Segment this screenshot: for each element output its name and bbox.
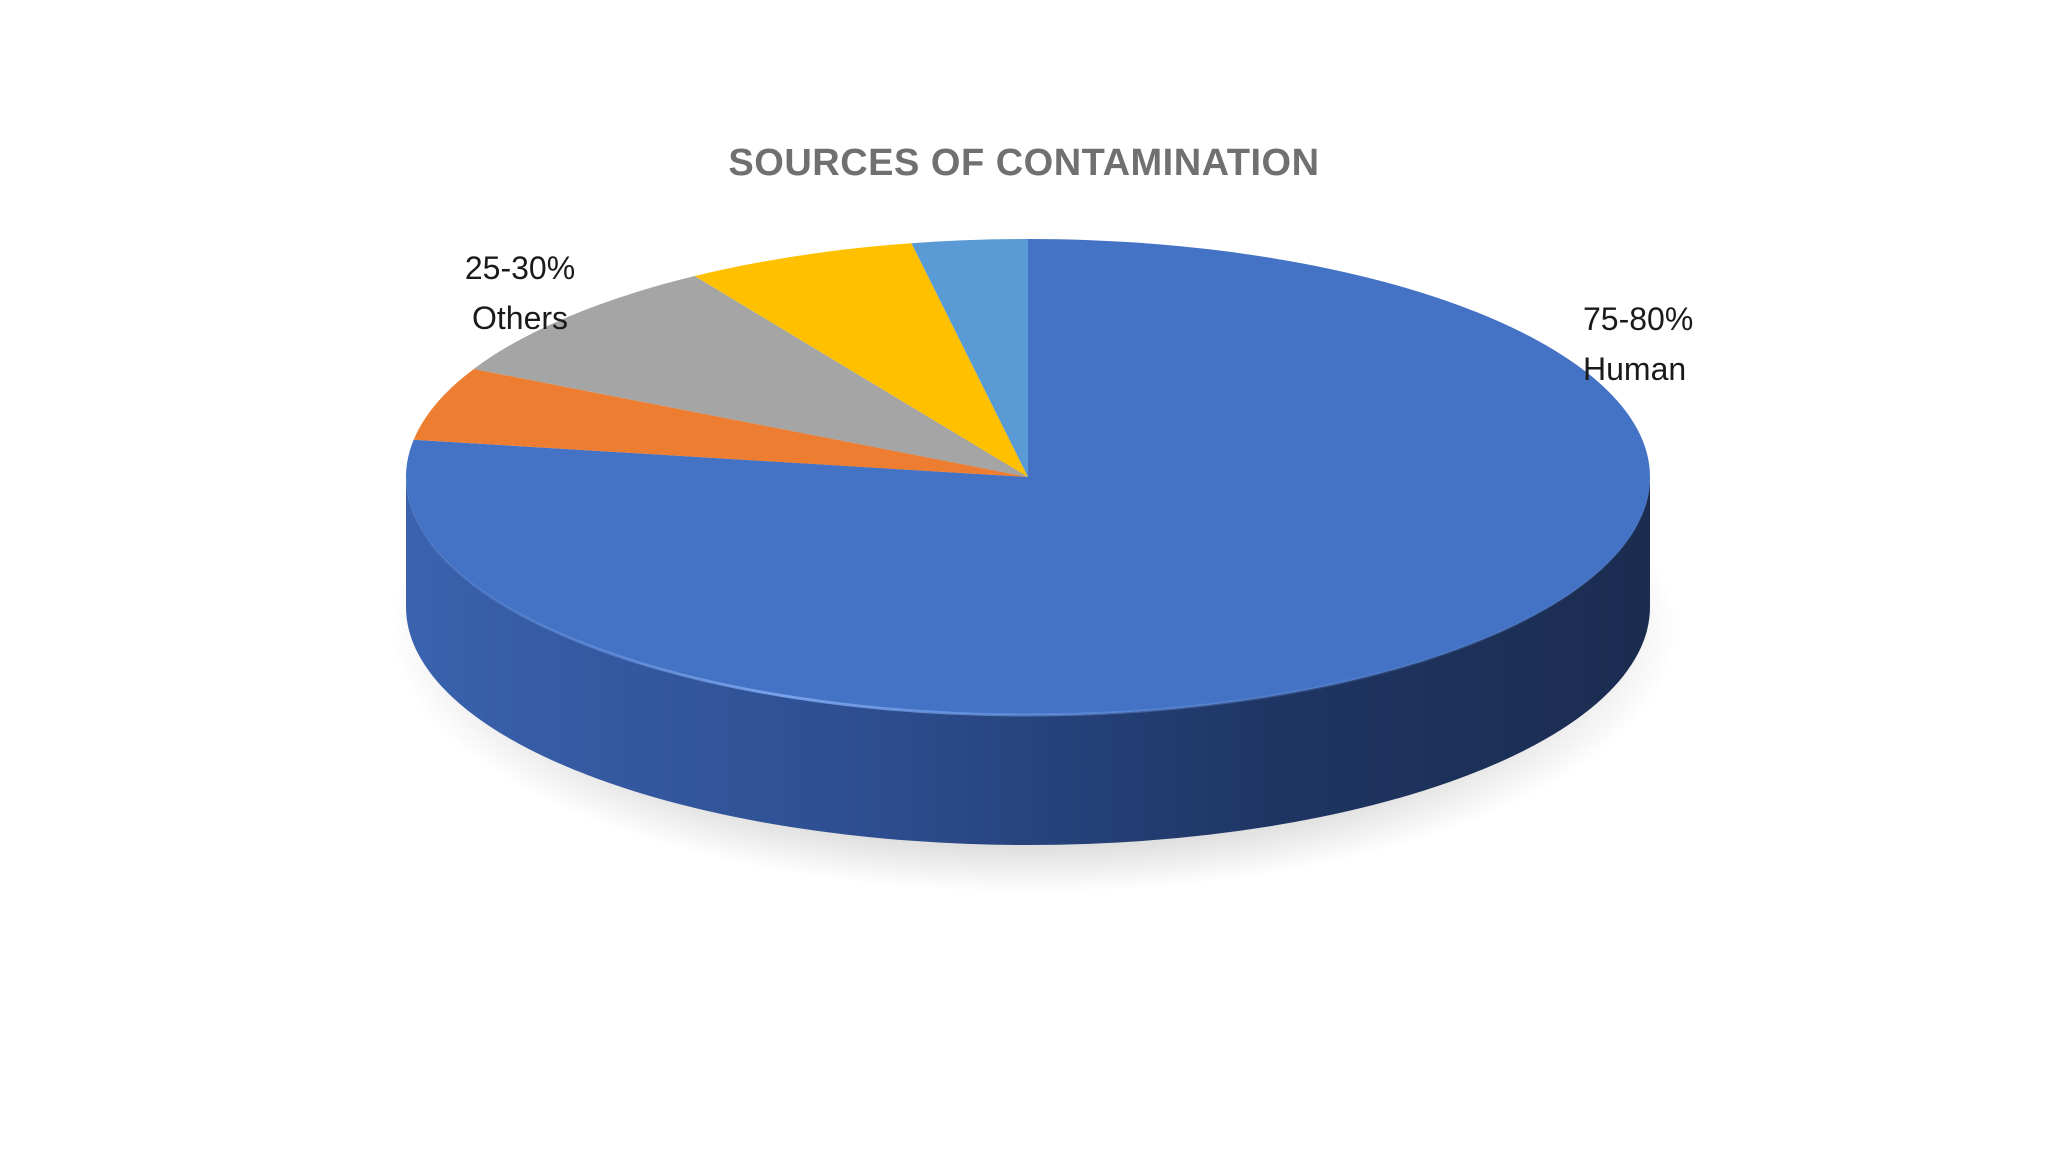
human-label-line-1: 75-80% <box>1583 301 1693 337</box>
others-label-line-1: 25-30% <box>465 250 575 286</box>
chart-title: SOURCES OF CONTAMINATION <box>728 142 1320 184</box>
pie-slice-segment-2 <box>413 368 1028 477</box>
human-label: 75-80% Human <box>1583 301 1693 387</box>
pie-rim-highlight <box>404 476 1652 717</box>
others-label: 25-30% Others <box>465 250 575 336</box>
pie-slice-segment-5 <box>911 239 1028 477</box>
pie-slice-human <box>406 239 1651 715</box>
pie-slice-segment-4 <box>694 243 1028 477</box>
human-label-line-2: Human <box>1583 351 1686 387</box>
pie-slice-segment-3 <box>473 276 1028 477</box>
others-label-line-2: Others <box>472 300 568 336</box>
pie-side-wall <box>406 477 1650 845</box>
